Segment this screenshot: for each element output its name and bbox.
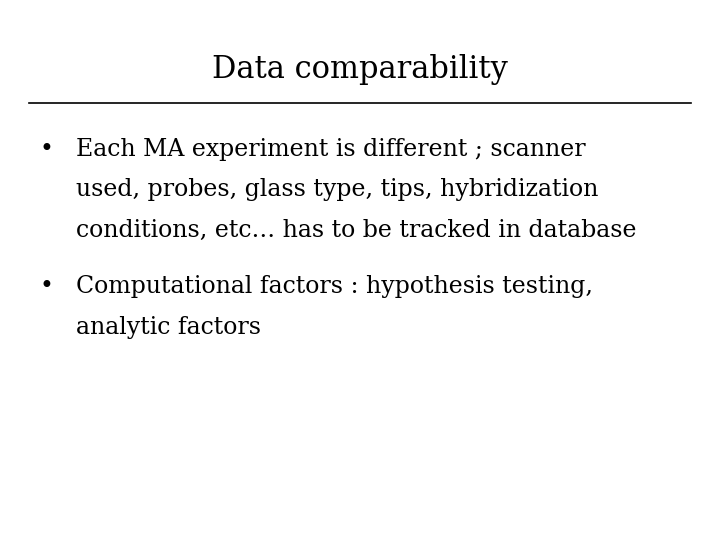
Text: used, probes, glass type, tips, hybridization: used, probes, glass type, tips, hybridiz… bbox=[76, 178, 598, 201]
Text: conditions, etc… has to be tracked in database: conditions, etc… has to be tracked in da… bbox=[76, 219, 636, 242]
Text: analytic factors: analytic factors bbox=[76, 316, 261, 339]
Text: Each MA experiment is different ; scanner: Each MA experiment is different ; scanne… bbox=[76, 138, 585, 161]
Text: •: • bbox=[40, 275, 54, 299]
Text: Data comparability: Data comparability bbox=[212, 54, 508, 85]
Text: Computational factors : hypothesis testing,: Computational factors : hypothesis testi… bbox=[76, 275, 593, 299]
Text: •: • bbox=[40, 138, 54, 161]
